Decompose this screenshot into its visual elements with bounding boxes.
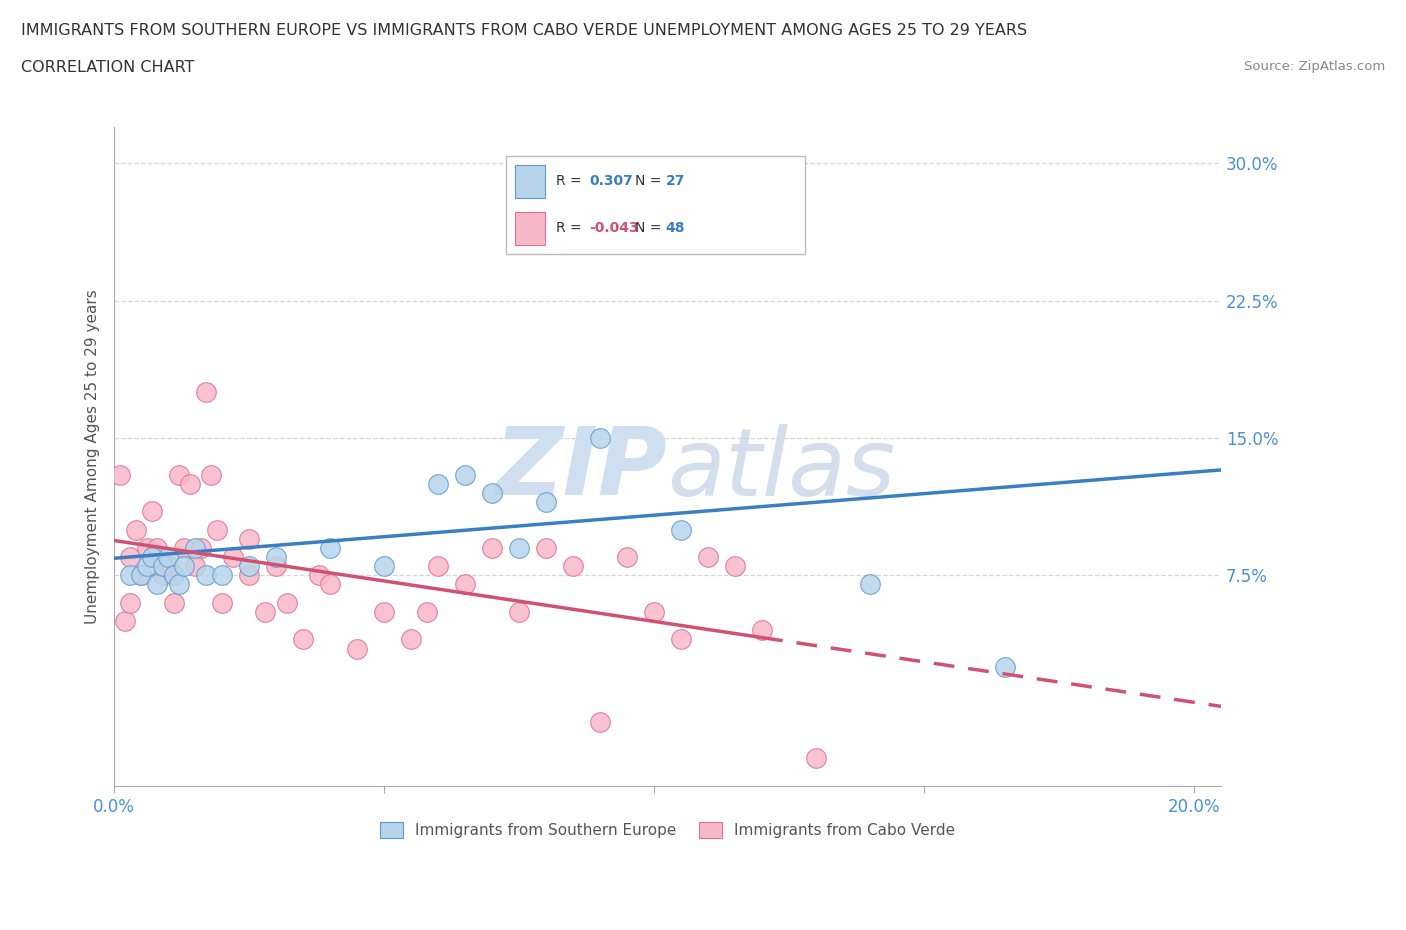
Point — [481, 485, 503, 500]
Point — [152, 568, 174, 583]
Point — [697, 550, 720, 565]
Point — [129, 568, 152, 583]
Point — [211, 595, 233, 610]
Point — [373, 559, 395, 574]
Point — [254, 604, 277, 619]
Point — [200, 467, 222, 482]
Point — [276, 595, 298, 610]
Point — [508, 540, 530, 555]
Point — [616, 174, 638, 189]
Point — [135, 540, 157, 555]
Point — [616, 550, 638, 565]
Point — [454, 577, 477, 591]
Point — [427, 476, 450, 491]
Bar — [515, 212, 546, 245]
Point — [222, 550, 245, 565]
Text: 48: 48 — [666, 221, 685, 235]
Point — [184, 559, 207, 574]
Point — [184, 540, 207, 555]
Point — [162, 568, 184, 583]
Text: N =: N = — [636, 221, 666, 235]
Point — [146, 540, 169, 555]
Point — [859, 577, 882, 591]
Text: Source: ZipAtlas.com: Source: ZipAtlas.com — [1244, 60, 1385, 73]
Point — [120, 550, 142, 565]
Legend: Immigrants from Southern Europe, Immigrants from Cabo Verde: Immigrants from Southern Europe, Immigra… — [374, 816, 962, 844]
Point — [751, 623, 773, 638]
Point — [643, 604, 665, 619]
Point — [129, 568, 152, 583]
Point — [427, 559, 450, 574]
Point — [173, 559, 195, 574]
Point — [179, 476, 201, 491]
Point — [141, 504, 163, 519]
Point — [135, 559, 157, 574]
Point — [534, 495, 557, 510]
Text: 27: 27 — [666, 174, 685, 188]
Point — [238, 531, 260, 546]
Point — [292, 632, 315, 647]
Point — [238, 568, 260, 583]
Point — [669, 632, 692, 647]
Point — [589, 714, 612, 729]
Point — [238, 559, 260, 574]
Text: IMMIGRANTS FROM SOUTHERN EUROPE VS IMMIGRANTS FROM CABO VERDE UNEMPLOYMENT AMONG: IMMIGRANTS FROM SOUTHERN EUROPE VS IMMIG… — [21, 23, 1028, 38]
Point — [157, 550, 180, 565]
Text: N =: N = — [636, 174, 666, 188]
Point — [319, 577, 342, 591]
Point — [167, 577, 190, 591]
Point — [157, 559, 180, 574]
Text: R =: R = — [555, 221, 586, 235]
Point — [481, 540, 503, 555]
Point — [125, 522, 148, 537]
Point — [373, 604, 395, 619]
Point — [120, 595, 142, 610]
Text: -0.043: -0.043 — [589, 221, 640, 235]
Point — [190, 540, 212, 555]
Point — [534, 540, 557, 555]
Point — [205, 522, 228, 537]
Point — [508, 604, 530, 619]
FancyBboxPatch shape — [506, 155, 804, 254]
Point — [562, 559, 585, 574]
Point — [264, 559, 287, 574]
Point — [804, 751, 827, 766]
Point — [589, 431, 612, 445]
Text: CORRELATION CHART: CORRELATION CHART — [21, 60, 194, 75]
Point — [146, 577, 169, 591]
Point — [669, 522, 692, 537]
Point — [319, 540, 342, 555]
Point — [162, 595, 184, 610]
Point — [399, 632, 422, 647]
Point — [173, 540, 195, 555]
Text: 0.307: 0.307 — [589, 174, 633, 188]
Point — [114, 614, 136, 629]
Point — [994, 659, 1017, 674]
Point — [108, 467, 131, 482]
Point — [152, 559, 174, 574]
Point — [416, 604, 439, 619]
Point — [120, 568, 142, 583]
Point — [264, 550, 287, 565]
Point — [346, 641, 368, 656]
Y-axis label: Unemployment Among Ages 25 to 29 years: Unemployment Among Ages 25 to 29 years — [86, 289, 100, 624]
Point — [167, 467, 190, 482]
Point — [141, 550, 163, 565]
Point — [194, 385, 217, 400]
Point — [211, 568, 233, 583]
Point — [194, 568, 217, 583]
Point — [724, 559, 747, 574]
Point — [308, 568, 330, 583]
Text: R =: R = — [555, 174, 586, 188]
Point — [454, 467, 477, 482]
Text: atlas: atlas — [668, 424, 896, 515]
Bar — [515, 165, 546, 198]
Text: ZIP: ZIP — [495, 423, 668, 515]
